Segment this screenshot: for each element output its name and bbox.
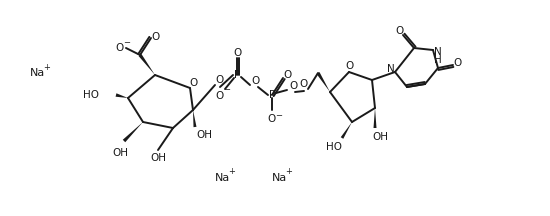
Text: OH: OH xyxy=(372,132,388,142)
Text: +: + xyxy=(285,167,293,176)
Text: N: N xyxy=(387,64,395,74)
Text: Na: Na xyxy=(30,68,45,78)
Polygon shape xyxy=(341,122,352,139)
Text: O: O xyxy=(252,76,260,86)
Text: OH: OH xyxy=(150,153,166,163)
Text: H: H xyxy=(434,55,442,65)
Text: O: O xyxy=(190,78,198,88)
Text: −: − xyxy=(276,111,283,121)
Text: OH: OH xyxy=(196,130,212,140)
Text: +: + xyxy=(43,62,51,71)
Polygon shape xyxy=(316,72,330,92)
Text: −: − xyxy=(223,86,230,95)
Text: OH: OH xyxy=(112,148,128,158)
Text: N: N xyxy=(434,47,442,57)
Text: O: O xyxy=(234,48,242,58)
Text: P: P xyxy=(269,90,275,100)
Text: O: O xyxy=(454,58,462,68)
Text: O: O xyxy=(152,32,160,42)
Text: O: O xyxy=(215,91,223,101)
Text: P: P xyxy=(234,70,240,80)
Text: O: O xyxy=(284,70,292,80)
Text: Na: Na xyxy=(272,173,287,183)
Text: O: O xyxy=(346,61,354,71)
Polygon shape xyxy=(139,54,155,75)
Text: −: − xyxy=(124,38,130,48)
Text: O: O xyxy=(215,75,223,85)
Text: O: O xyxy=(299,79,307,89)
Polygon shape xyxy=(373,108,377,128)
Polygon shape xyxy=(123,122,143,142)
Text: Na: Na xyxy=(215,173,230,183)
Text: HO: HO xyxy=(83,90,99,100)
Text: O: O xyxy=(268,114,276,124)
Text: O: O xyxy=(289,81,297,91)
Text: O: O xyxy=(395,26,403,36)
Text: O: O xyxy=(116,43,124,53)
Text: HO: HO xyxy=(326,142,342,152)
Polygon shape xyxy=(116,93,128,98)
Polygon shape xyxy=(193,110,196,127)
Text: +: + xyxy=(229,167,235,176)
